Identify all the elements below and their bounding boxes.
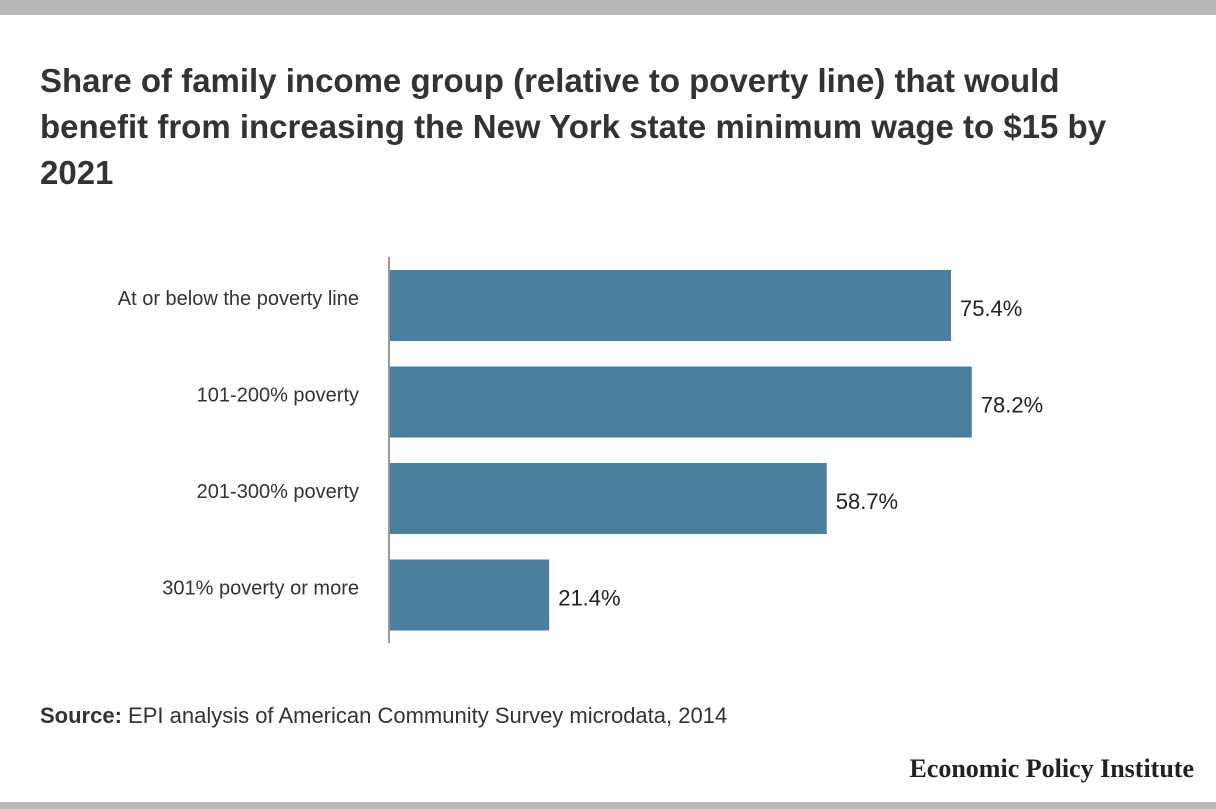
top-border [0, 0, 1216, 15]
value-label: 78.2% [981, 393, 1043, 418]
chart-title: Share of family income group (relative t… [40, 62, 1107, 191]
source-label: Source: [40, 703, 122, 728]
category-label: 301% poverty or more [162, 578, 359, 600]
bar [390, 463, 827, 534]
bottom-border [0, 802, 1216, 809]
bar-chart: At or below the poverty line 75.4% 101-200… [118, 257, 1043, 643]
category-label: 201-300% poverty [197, 481, 359, 503]
value-label: 58.7% [836, 489, 898, 514]
bar [390, 559, 550, 631]
brand-logo: Economic Policy Institute [909, 754, 1194, 783]
bar [390, 366, 972, 438]
value-label: 21.4% [558, 586, 620, 611]
source-text: EPI analysis of American Community Surve… [121, 703, 728, 728]
source-note: Source: EPI analysis of American Communi… [40, 703, 727, 729]
category-label: At or below the poverty line [118, 288, 359, 310]
value-label: 75.4% [960, 296, 1022, 321]
category-label: 101-200% poverty [197, 385, 359, 407]
bar [390, 270, 951, 341]
